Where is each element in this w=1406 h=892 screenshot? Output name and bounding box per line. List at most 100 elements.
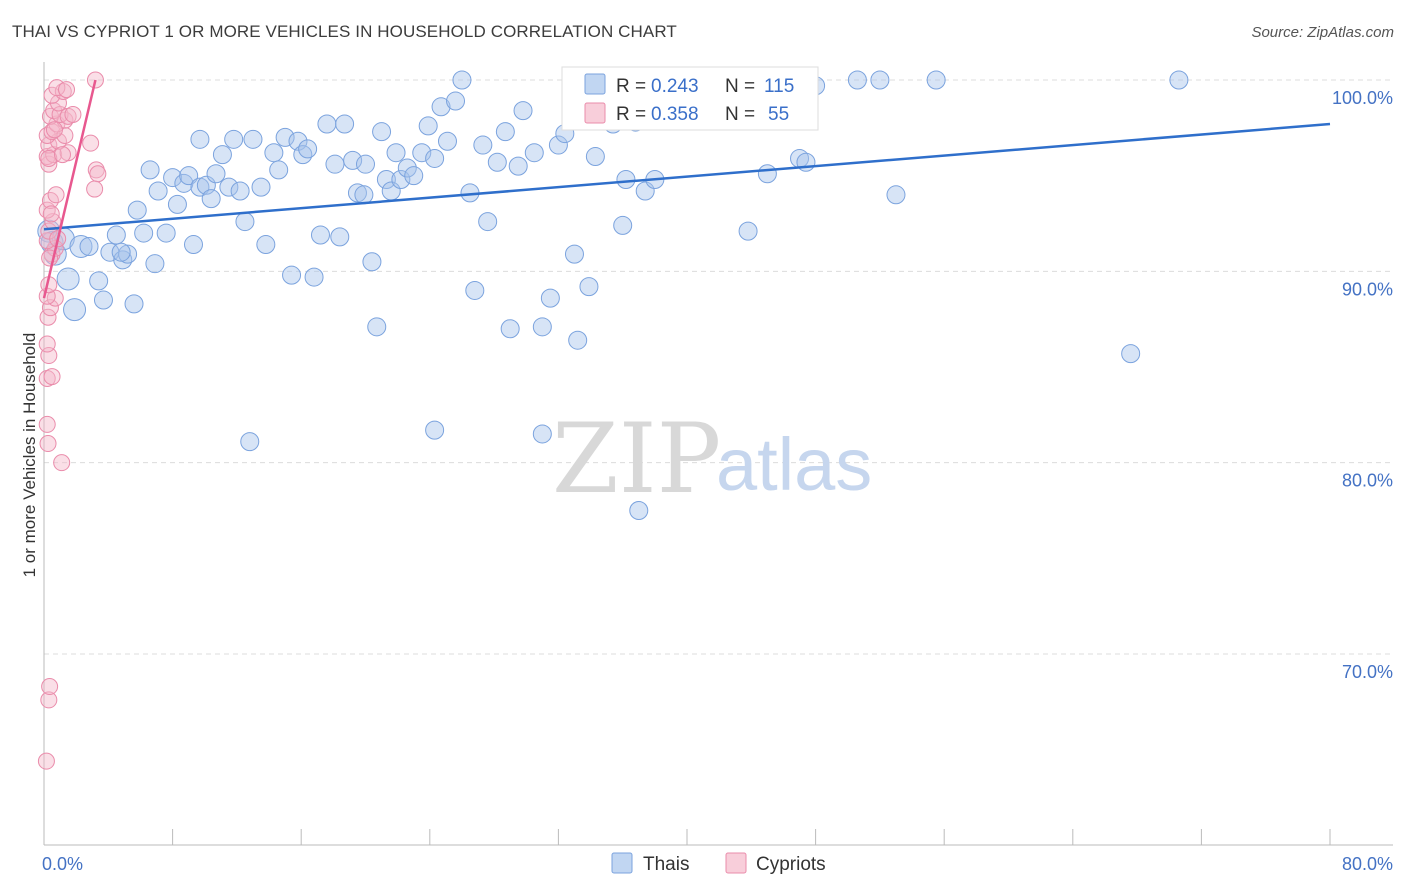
thais-point-59 (386, 143, 406, 163)
thais-point-50 (335, 114, 355, 134)
cypriots-point-47 (86, 180, 104, 198)
thais-point-112 (111, 242, 131, 262)
thais-point-22 (167, 194, 187, 214)
stats-legend-r-label-thais: R = (616, 76, 646, 97)
stats-legend-r-value-thais: 0.243 (651, 76, 699, 97)
thais-point-102 (847, 70, 867, 90)
thais-point-104 (886, 185, 906, 205)
thais-point-73 (478, 212, 498, 232)
source-credit: Source: ZipAtlas.com (1251, 24, 1394, 41)
thais-point-36 (251, 177, 271, 197)
thais-point-25 (183, 235, 203, 255)
thais-point-7 (79, 236, 99, 256)
thais-point-85 (568, 330, 588, 350)
thais-point-86 (579, 277, 599, 297)
watermark: ZIP atlas (552, 403, 872, 515)
thais-point-77 (508, 156, 528, 176)
cypriots-point-48 (82, 134, 100, 152)
cypriots-point-51 (53, 146, 71, 164)
cypriots-point-5 (53, 454, 71, 472)
series-legend-label-cypriots: Cypriots (756, 854, 826, 875)
cypriots-trend-line (42, 79, 97, 299)
thais-point-52 (347, 183, 367, 203)
thais-point-4 (56, 267, 80, 291)
thais-point-56 (372, 122, 392, 142)
thais-point-15 (127, 200, 147, 220)
thais-point-37 (256, 235, 276, 255)
thais-point-71 (465, 280, 485, 300)
thais-point-69 (452, 70, 472, 90)
thais-point-60 (391, 169, 411, 189)
thais-point-45 (304, 267, 324, 287)
cypriots-point-38 (64, 105, 82, 123)
thais-point-16 (134, 223, 154, 243)
thais-point-34 (235, 212, 255, 232)
cypriots-point-43 (58, 81, 76, 99)
thais-point-11 (106, 225, 126, 245)
thais-point-49 (330, 227, 350, 247)
thais-point-29 (206, 164, 226, 184)
cypriots-point-28 (49, 132, 67, 150)
x-tick-label-max: 80.0% (1342, 854, 1393, 874)
cypriots-point-4 (39, 435, 57, 453)
thais-point-38 (264, 143, 284, 163)
thais-point-79 (524, 143, 544, 163)
thais-point-47 (317, 114, 337, 134)
stats-legend-r-label-cypriots: R = (616, 104, 646, 125)
thais-point-6 (69, 234, 93, 258)
thais-point-48 (325, 154, 345, 174)
thais-point-13 (118, 244, 138, 264)
thais-point-91 (616, 169, 636, 189)
thais-point-114 (190, 129, 210, 149)
thais-point-28 (201, 189, 221, 209)
cypriots-point-49 (40, 149, 58, 167)
cypriots-point-1 (40, 691, 58, 709)
stats-legend-n-value-thais: 115 (764, 76, 794, 97)
cypriots-point-9 (38, 335, 56, 353)
stats-legend-n-value-cypriots: 55 (768, 104, 789, 125)
cypriots-point-46 (89, 165, 107, 183)
thais-point-98 (757, 164, 777, 184)
thais-point-72 (473, 135, 493, 155)
thais-point-106 (1121, 344, 1141, 364)
stats-legend-n-label-thais: N = (725, 76, 755, 97)
y-tick-label-1: 90.0% (1342, 279, 1393, 299)
cypriots-point-31 (56, 126, 74, 144)
series-legend-label-thais: Thais (643, 854, 689, 875)
stats-legend-swatch-cypriots (584, 102, 606, 124)
thais-point-31 (219, 177, 239, 197)
thais-point-21 (163, 168, 183, 188)
y-axis-title: 1 or more Vehicles in Household (20, 333, 39, 578)
thais-point-90 (613, 215, 633, 235)
thais-point-68 (446, 91, 466, 111)
thais-point-108 (240, 432, 260, 452)
thais-point-61 (397, 158, 417, 178)
thais-point-54 (362, 252, 382, 272)
thais-point-65 (425, 148, 445, 168)
thais-point-5 (63, 298, 87, 322)
series-legend: Thais Cypriots (611, 852, 826, 875)
trend-lines (42, 79, 1331, 299)
grid-lines (44, 79, 1393, 655)
thais-point-113 (354, 185, 374, 205)
stats-legend: R = 0.243 N = 115 R = 0.358 N = 55 (561, 66, 819, 131)
thais-point-44 (298, 139, 318, 159)
thais-point-78 (513, 101, 533, 121)
thais-point-80 (532, 317, 552, 337)
stats-legend-r-value-cypriots: 0.358 (651, 104, 699, 125)
thais-point-76 (500, 319, 520, 339)
thais-point-110 (532, 424, 552, 444)
thais-point-109 (425, 420, 445, 440)
thais-point-20 (156, 223, 176, 243)
thais-point-53 (356, 154, 375, 174)
thais-point-103 (870, 70, 890, 90)
thais-point-57 (376, 169, 396, 189)
thais-point-67 (437, 131, 457, 151)
thais-point-46 (310, 225, 330, 245)
stats-legend-n-label-cypriots: N = (725, 104, 755, 125)
series-legend-swatch-thais (611, 852, 633, 874)
thais-point-87 (585, 147, 605, 167)
thais-point-51 (343, 150, 363, 170)
thais-point-63 (412, 143, 432, 163)
